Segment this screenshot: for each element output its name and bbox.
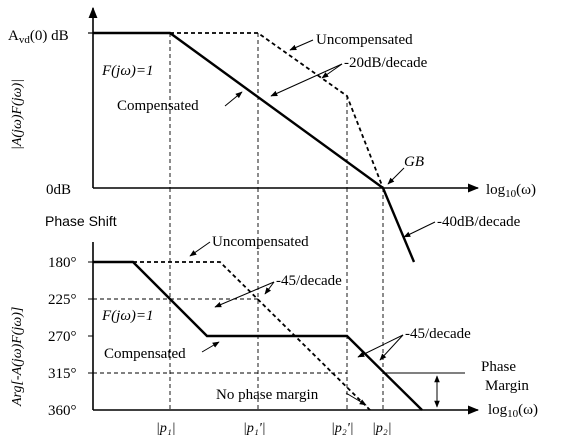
phase-slope45a-pointer-a <box>214 281 275 308</box>
phase-tick-315: 315° <box>48 366 77 382</box>
phase-slope45a-pointer-b <box>264 281 275 295</box>
phase-compensated-label: Compensated <box>104 346 186 362</box>
phase-no-margin-pointer <box>345 392 367 406</box>
mag-slope40-pointer <box>403 221 436 238</box>
x-tick-p2prime: |p₂'| <box>331 421 354 436</box>
phase-slope45b-pointer-b <box>379 334 404 361</box>
phase-y-axis-title: Arg[-A(jω)F(jω)] <box>10 307 25 407</box>
mag-x-axis-label: log10(ω) <box>486 182 536 200</box>
magnitude-panel: Avd(0) dB 0dB |A(jω)F(jω)| log10(ω) F(jω… <box>8 6 536 263</box>
mag-gb-label: GB <box>404 154 424 170</box>
x-tick-p2: |p₂| <box>372 421 392 436</box>
phase-margin-label-line2: Margin <box>485 378 529 394</box>
phase-compensated-curve <box>93 260 423 411</box>
phase-tick-180: 180° <box>48 255 77 271</box>
mag-compensated-pointer <box>224 91 243 107</box>
mag-compensated-label: Compensated <box>117 98 199 114</box>
phase-title: Phase Shift <box>45 213 117 229</box>
mag-y-axis-title: |A(jω)F(jω)| <box>10 79 25 150</box>
mag-slope20-label: -20dB/decade <box>344 55 428 71</box>
mag-uncompensated-label: Uncompensated <box>316 32 413 48</box>
phase-uncompensated-pointer <box>189 241 211 257</box>
mag-gb-pointer <box>387 167 405 185</box>
phase-compensated-pointer <box>201 341 220 353</box>
x-tick-p1prime: |p₁'| <box>243 421 266 436</box>
phase-tick-225: 225° <box>48 292 77 308</box>
mag-slope20-pointer-b <box>270 63 343 97</box>
phase-slope45b-label: -45/decade <box>405 326 471 342</box>
phase-slope45a-label: -45/decade <box>276 273 342 289</box>
phase-panel: Phase Shift 180° 225° 270° 315° 360° Arg… <box>10 188 538 436</box>
x-tick-p1: |p₁| <box>156 421 176 436</box>
mag-f-label: F(jω)=1 <box>101 63 154 79</box>
mag-slope20-pointer-a <box>321 63 343 79</box>
phase-f-label: F(jω)=1 <box>101 308 154 324</box>
mag-steep-segment <box>381 187 416 263</box>
mag-uncompensated-curve <box>170 32 384 189</box>
phase-slope45b-pointer-a <box>357 334 404 358</box>
phase-tick-270: 270° <box>48 329 77 345</box>
phase-margin-label-line1: Phase <box>481 359 516 375</box>
phase-tick-360: 360° <box>48 403 77 419</box>
mag-uncompensated-pointer <box>289 39 314 51</box>
mag-zero-db-label: 0dB <box>46 182 71 198</box>
phase-no-margin-label: No phase margin <box>216 387 319 403</box>
phase-uncompensated-curve <box>133 261 371 411</box>
mag-slope40-label: -40dB/decade <box>437 214 521 230</box>
phase-y-ticks: 180° 225° 270° 315° 360° <box>48 255 93 419</box>
mag-top-level-label: Avd(0) dB <box>8 28 69 46</box>
phase-x-axis-label: log10(ω) <box>488 402 538 420</box>
phase-uncompensated-label: Uncompensated <box>212 234 309 250</box>
